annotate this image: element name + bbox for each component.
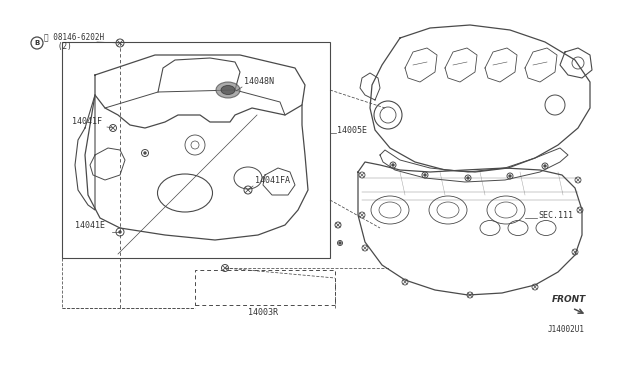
Circle shape	[424, 174, 426, 176]
Circle shape	[119, 231, 121, 233]
Text: J14002U1: J14002U1	[548, 325, 585, 334]
Circle shape	[509, 175, 511, 177]
Text: B: B	[35, 40, 40, 46]
Text: 14005E: 14005E	[337, 126, 367, 135]
Ellipse shape	[221, 86, 235, 94]
Text: 14003R: 14003R	[248, 308, 278, 317]
Text: 14041FA: 14041FA	[255, 176, 290, 185]
Text: 14041E: 14041E	[75, 221, 105, 230]
Circle shape	[392, 164, 394, 166]
Circle shape	[467, 177, 469, 179]
Text: Ⓑ 08146-6202H: Ⓑ 08146-6202H	[44, 32, 104, 41]
Text: (2): (2)	[44, 42, 72, 51]
Text: 14041F: 14041F	[72, 117, 102, 126]
Text: SEC.111: SEC.111	[538, 211, 573, 220]
Circle shape	[544, 165, 546, 167]
Bar	[195, 270, 335, 305]
Ellipse shape	[216, 82, 240, 98]
Circle shape	[144, 152, 146, 154]
Text: FRONT: FRONT	[552, 295, 586, 304]
Circle shape	[339, 242, 341, 244]
Text: 14048N: 14048N	[244, 77, 274, 86]
Bar	[62, 42, 330, 258]
